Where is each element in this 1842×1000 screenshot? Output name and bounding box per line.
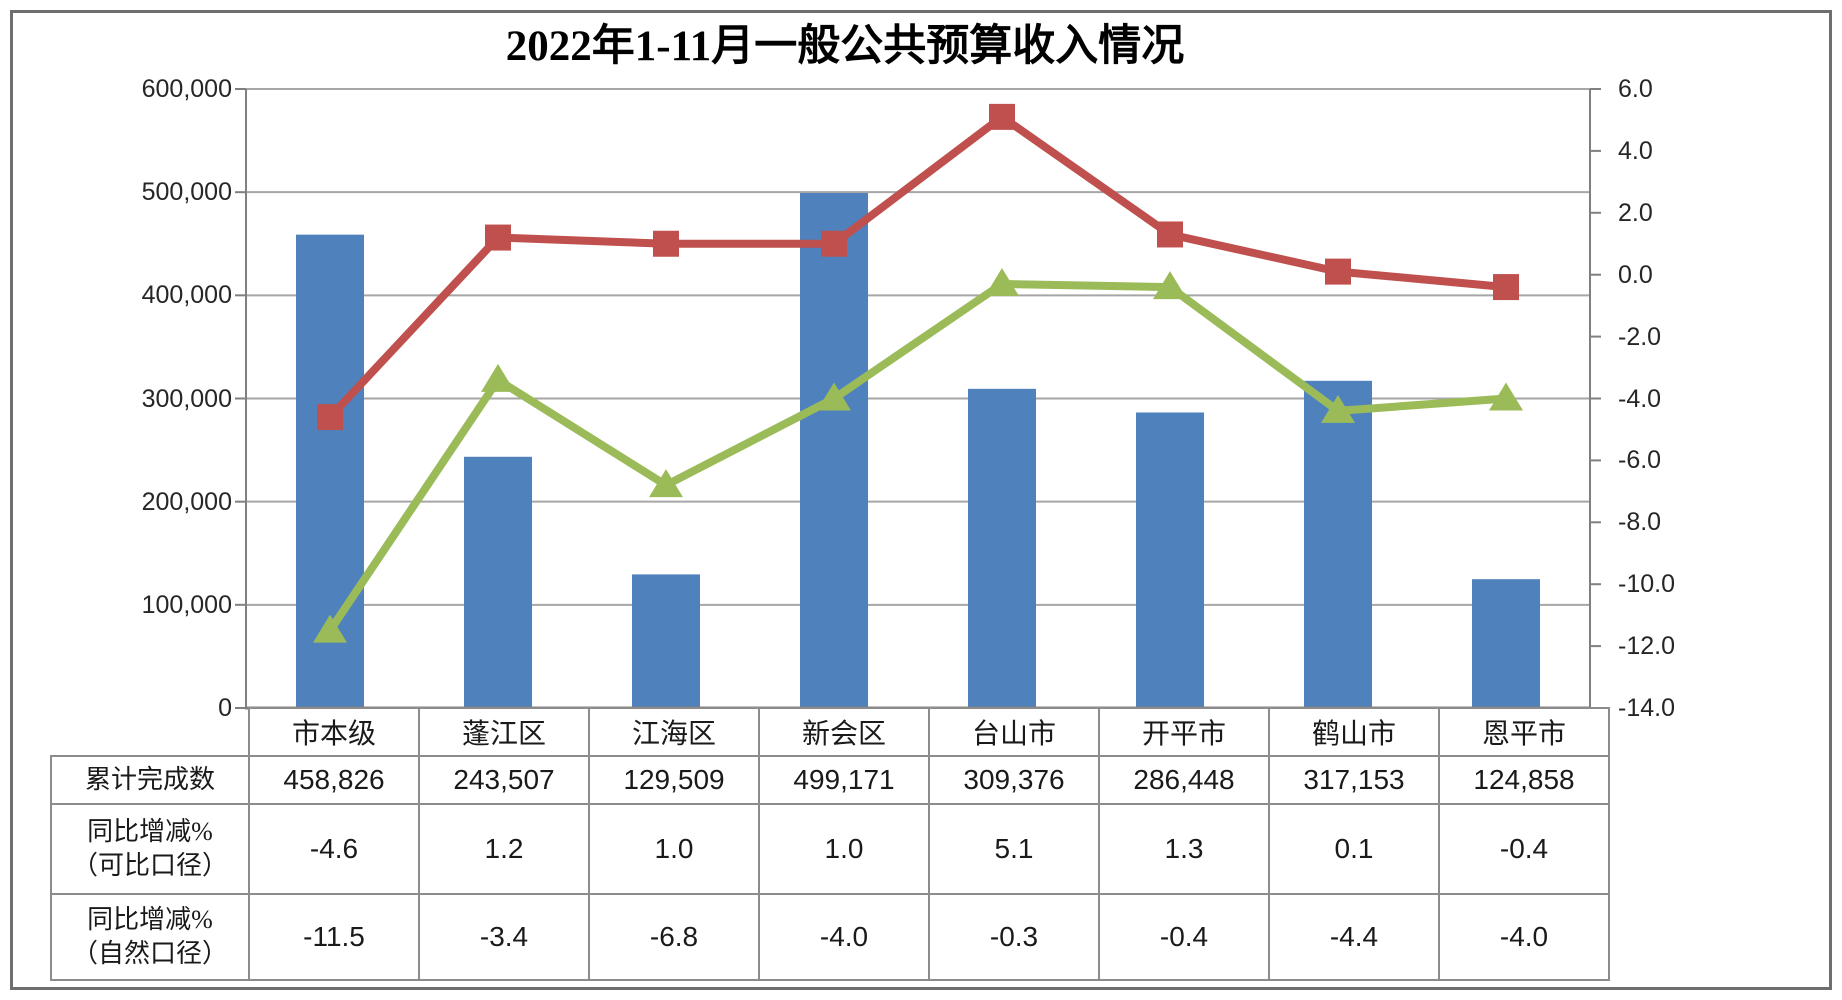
row-header-cell: 同比增减% （自然口径） bbox=[50, 893, 250, 981]
bar bbox=[800, 193, 868, 708]
chart-title: 2022年1-11月一般公共预算收入情况 bbox=[505, 23, 1185, 70]
right-axis-tick-label: 4.0 bbox=[1618, 136, 1653, 165]
bar bbox=[632, 574, 700, 708]
value-cell: -0.4 bbox=[1438, 803, 1610, 895]
value-cell: -11.5 bbox=[248, 893, 420, 981]
right-axis-tick-label: -6.0 bbox=[1618, 446, 1662, 475]
left-axis-tick-label: 100,000 bbox=[141, 590, 232, 619]
left-axis-tick-label: 600,000 bbox=[141, 75, 232, 103]
square-marker bbox=[653, 230, 679, 257]
left-axis-tick-label: 200,000 bbox=[141, 487, 232, 516]
right-axis-tick-label: 2.0 bbox=[1618, 198, 1653, 227]
category-cell: 江海区 bbox=[588, 707, 760, 757]
square-marker bbox=[989, 103, 1015, 130]
value-cell: -0.3 bbox=[928, 893, 1100, 981]
value-cell: 124,858 bbox=[1438, 755, 1610, 805]
value-cell: 1.3 bbox=[1098, 803, 1270, 895]
bar bbox=[1136, 412, 1204, 708]
value-cell: 129,509 bbox=[588, 755, 760, 805]
value-cell: 1.2 bbox=[418, 803, 590, 895]
category-cell: 市本级 bbox=[248, 707, 420, 757]
left-axis-tick-label: 400,000 bbox=[141, 281, 232, 310]
bar bbox=[1304, 380, 1372, 708]
right-axis-tick-label: -2.0 bbox=[1618, 322, 1662, 351]
value-cell: 1.0 bbox=[758, 803, 930, 895]
bar bbox=[464, 456, 532, 708]
value-cell: -4.0 bbox=[758, 893, 930, 981]
data-table: 市本级 蓬江区 江海区 新会区 台山市 开平市 鹤山市 恩平市累计完成数 458,826 243,… bbox=[50, 707, 1610, 981]
left-axis-tick-label: 500,000 bbox=[141, 178, 232, 207]
value-cell: -4.6 bbox=[248, 803, 420, 895]
value-cell: 499,171 bbox=[758, 755, 930, 805]
square-marker bbox=[317, 404, 343, 431]
value-cell: 309,376 bbox=[928, 755, 1100, 805]
right-axis-tick-label: -14.0 bbox=[1618, 694, 1675, 722]
line-series bbox=[326, 279, 1507, 633]
value-cell: -4.0 bbox=[1438, 893, 1610, 981]
value-cell: -4.4 bbox=[1268, 893, 1440, 981]
right-axis-tick-label: 0.0 bbox=[1618, 260, 1653, 289]
bar bbox=[968, 388, 1036, 708]
value-cell: 286,448 bbox=[1098, 755, 1270, 805]
left-axis-tick-label: 300,000 bbox=[141, 384, 232, 413]
right-axis-tick-label: -4.0 bbox=[1618, 384, 1662, 413]
triangle-marker bbox=[313, 614, 347, 643]
table-corner-cell bbox=[51, 708, 249, 756]
square-marker bbox=[1157, 221, 1183, 248]
square-marker bbox=[1493, 274, 1519, 301]
triangle-marker bbox=[1153, 271, 1187, 300]
bar bbox=[1472, 579, 1540, 708]
category-cell: 蓬江区 bbox=[418, 707, 590, 757]
triangle-marker bbox=[1489, 382, 1523, 411]
triangle-marker bbox=[649, 469, 683, 498]
value-cell: 243,507 bbox=[418, 755, 590, 805]
value-cell: 458,826 bbox=[248, 755, 420, 805]
category-cell: 开平市 bbox=[1098, 707, 1270, 757]
right-axis-tick-label: -8.0 bbox=[1618, 508, 1662, 537]
right-axis-tick-label: -12.0 bbox=[1618, 632, 1675, 661]
square-marker bbox=[821, 230, 847, 257]
square-marker bbox=[1325, 258, 1351, 285]
category-cell: 新会区 bbox=[758, 707, 930, 757]
row-header-cell: 同比增减% （可比口径） bbox=[50, 803, 250, 895]
value-cell: 317,153 bbox=[1268, 755, 1440, 805]
right-axis-tick-label: 6.0 bbox=[1618, 75, 1653, 103]
row-header-cell: 累计完成数 bbox=[50, 755, 250, 805]
left-axis-tick-label: 0 bbox=[218, 694, 232, 722]
line-series bbox=[327, 111, 1507, 420]
square-marker bbox=[485, 224, 511, 251]
triangle-marker bbox=[817, 382, 851, 411]
triangle-marker bbox=[481, 363, 515, 392]
category-cell: 台山市 bbox=[928, 707, 1100, 757]
triangle-marker bbox=[1321, 394, 1355, 423]
value-cell: 5.1 bbox=[928, 803, 1100, 895]
value-cell: -3.4 bbox=[418, 893, 590, 981]
value-cell: -6.8 bbox=[588, 893, 760, 981]
right-axis-tick-label: -10.0 bbox=[1618, 570, 1675, 599]
value-cell: 1.0 bbox=[588, 803, 760, 895]
triangle-marker bbox=[985, 267, 1019, 296]
value-cell: 0.1 bbox=[1268, 803, 1440, 895]
category-cell: 鹤山市 bbox=[1268, 707, 1440, 757]
value-cell: -0.4 bbox=[1098, 893, 1270, 981]
category-cell: 恩平市 bbox=[1438, 707, 1610, 757]
